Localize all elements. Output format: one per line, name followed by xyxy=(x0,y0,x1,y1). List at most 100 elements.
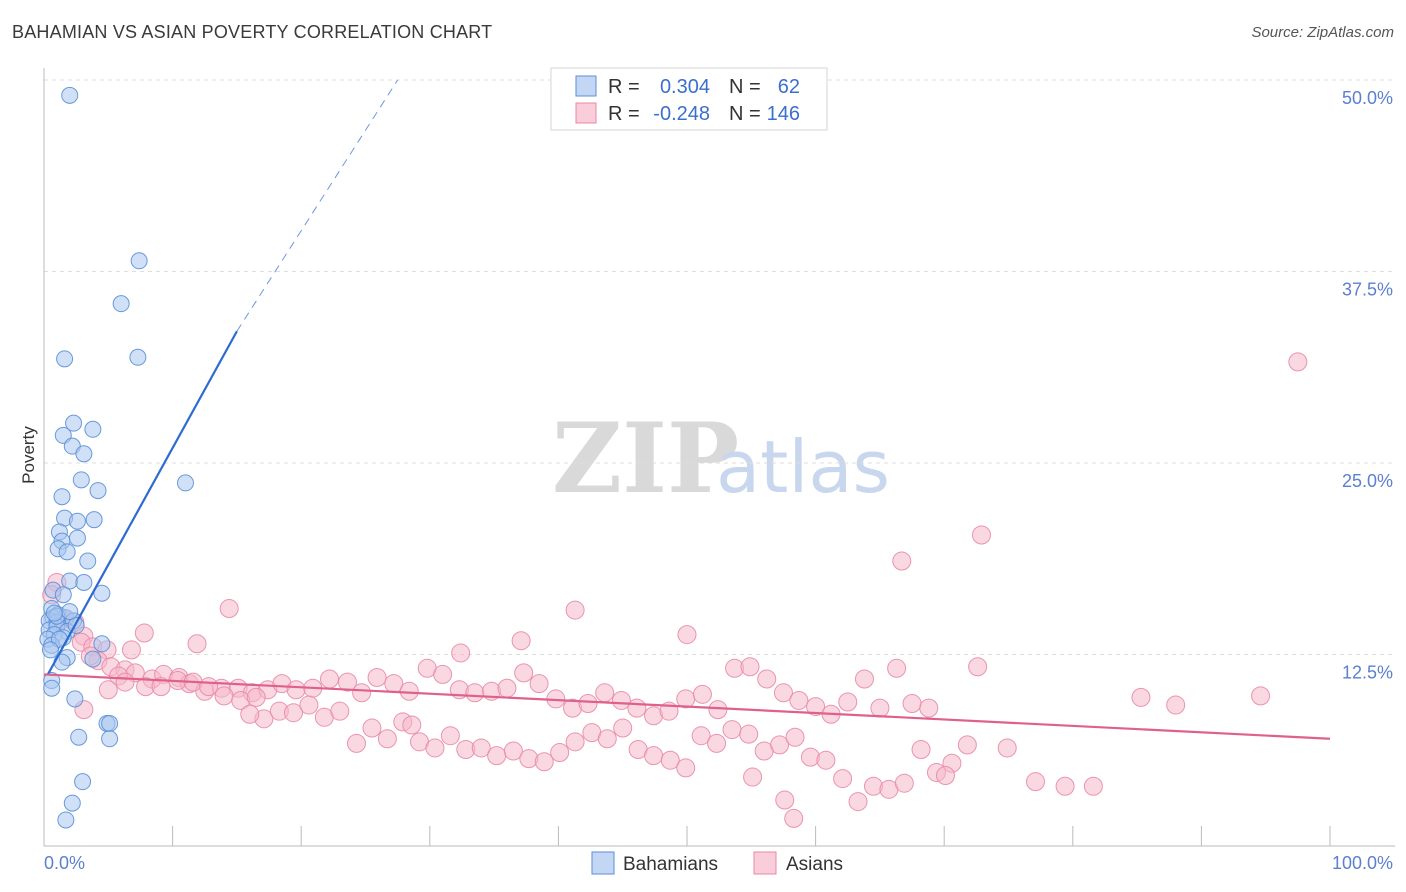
y-tick-label-2: 37.5% xyxy=(1342,280,1393,300)
grid xyxy=(44,79,1395,655)
trendlines xyxy=(43,79,1331,740)
bahamians-point-15 xyxy=(68,512,86,530)
asians-point-42 xyxy=(399,681,419,701)
asians-point-54 xyxy=(595,683,615,703)
asians-point-91 xyxy=(503,741,523,761)
asians-point-113 xyxy=(848,792,868,812)
asians-point-141 xyxy=(775,790,795,810)
bahamians-point-24 xyxy=(75,573,93,591)
bottom-legend: Bahamians Asians xyxy=(591,851,843,875)
x-tick-label-min: 0.0% xyxy=(44,853,85,873)
asians-point-70 xyxy=(854,669,874,689)
asians-point-128 xyxy=(214,686,234,706)
asians-trendline xyxy=(43,673,1331,740)
asians-point-49 xyxy=(514,663,534,683)
asians-point-145 xyxy=(402,715,422,735)
bahamians-point-2 xyxy=(112,295,130,313)
asians-point-108 xyxy=(770,735,790,755)
bahamians-point-16 xyxy=(85,511,103,529)
bahamians-points xyxy=(39,86,194,829)
asians-point-95 xyxy=(565,732,585,752)
asians-point-3 xyxy=(565,600,585,620)
x-tick-label-max: 100.0% xyxy=(1332,853,1393,873)
bahamians-point-8 xyxy=(84,420,102,438)
watermark-zip: ZIP xyxy=(552,402,739,515)
asians-point-102 xyxy=(676,758,696,778)
asians-point-114 xyxy=(863,776,883,796)
bahamians-point-58 xyxy=(57,811,75,829)
asians-point-39 xyxy=(352,683,372,703)
bahamians-point-21 xyxy=(58,543,76,561)
asians-point-98 xyxy=(613,718,633,738)
asians-point-112 xyxy=(833,769,853,789)
asians-point-136 xyxy=(1131,687,1151,707)
asians-point-105 xyxy=(722,720,742,740)
asians-point-55 xyxy=(611,690,631,710)
asians-point-111 xyxy=(816,750,836,770)
asians-point-139 xyxy=(743,767,763,787)
bahamians-point-57 xyxy=(63,794,81,812)
asians-point-121 xyxy=(98,680,118,700)
y-tick-labels: 12.5% 25.0% 37.5% 50.0% xyxy=(1342,88,1393,683)
asians-point-87 xyxy=(440,726,460,746)
chart-title: BAHAMIAN VS ASIAN POVERTY CORRELATION CH… xyxy=(12,22,493,42)
asians-point-74 xyxy=(919,698,939,718)
bahamians-point-60 xyxy=(61,603,79,621)
y-axis-label: Poverty xyxy=(19,426,38,484)
asians-point-143 xyxy=(935,766,955,786)
asians-point-1 xyxy=(971,525,991,545)
asians-point-9 xyxy=(451,643,471,663)
bahamians-point-27 xyxy=(93,584,111,602)
asians-point-104 xyxy=(707,733,727,753)
asians-point-89 xyxy=(471,738,491,758)
asians-points xyxy=(42,352,1308,828)
bottom-legend-swatch-bahamians xyxy=(591,851,615,875)
asians-point-37 xyxy=(319,669,339,689)
watermark: ZIP atlas xyxy=(552,402,890,515)
bahamians-point-1 xyxy=(130,252,148,270)
y-tick-label-0: 12.5% xyxy=(1342,663,1393,683)
bahamians-point-4 xyxy=(129,348,147,366)
asians-point-64 xyxy=(757,669,777,689)
legend: R = 0.304 N = 62 R = -0.248 N = 146 xyxy=(550,67,828,131)
asians-point-50 xyxy=(529,674,549,694)
asians-point-130 xyxy=(246,687,266,707)
legend-r-label-1: R = xyxy=(608,103,640,125)
asians-point-83 xyxy=(377,729,397,749)
bahamians-point-12 xyxy=(53,488,71,506)
asians-point-0 xyxy=(1288,352,1308,372)
bahamians-point-13 xyxy=(89,482,107,500)
asians-point-40 xyxy=(367,667,387,687)
bahamians-trendline xyxy=(46,330,238,675)
asians-point-46 xyxy=(465,683,485,703)
asians-point-72 xyxy=(887,658,907,678)
asians-point-138 xyxy=(1166,695,1186,715)
asians-point-132 xyxy=(997,738,1017,758)
watermark-atlas: atlas xyxy=(716,425,890,509)
asians-point-110 xyxy=(800,747,820,767)
bahamians-point-22 xyxy=(79,552,97,570)
asians-point-93 xyxy=(534,752,554,772)
asians-point-63 xyxy=(740,657,760,677)
asians-point-101 xyxy=(660,750,680,770)
asians-point-103 xyxy=(691,726,711,746)
asians-point-44 xyxy=(433,664,453,684)
asians-point-69 xyxy=(838,692,858,712)
bahamians-point-0 xyxy=(61,86,79,104)
bahamians-point-3 xyxy=(56,350,74,368)
asians-point-5 xyxy=(677,625,697,645)
bahamians-point-48 xyxy=(53,653,71,671)
asians-point-86 xyxy=(425,738,445,758)
axes xyxy=(43,68,1395,847)
asians-point-71 xyxy=(870,698,890,718)
legend-r-value-0: 0.304 xyxy=(660,76,710,98)
asians-point-92 xyxy=(519,749,539,769)
bahamians-point-5 xyxy=(65,414,83,432)
asians-point-77 xyxy=(283,703,303,723)
legend-n-value-1: 146 xyxy=(767,103,800,125)
asians-point-53 xyxy=(578,694,598,714)
bahamians-point-61 xyxy=(45,604,63,622)
asians-point-81 xyxy=(346,733,366,753)
legend-n-value-0: 62 xyxy=(778,76,800,98)
